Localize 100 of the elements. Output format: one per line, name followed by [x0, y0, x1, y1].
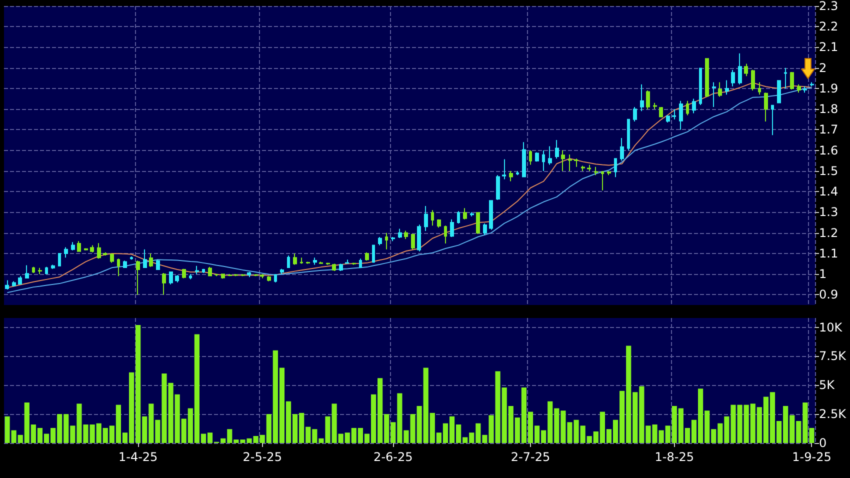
- candlestick: [84, 248, 88, 251]
- candlestick: [614, 158, 617, 178]
- candlestick: [620, 137, 624, 162]
- candlestick: [712, 82, 716, 108]
- candlestick: [175, 274, 179, 283]
- candlestick: [751, 69, 755, 92]
- candlestick: [653, 102, 657, 110]
- candlestick: [444, 225, 447, 244]
- candlestick: [38, 267, 42, 275]
- candlestick: [764, 92, 768, 122]
- candlestick: [319, 261, 323, 264]
- candlestick: [568, 154, 572, 172]
- candlestick: [64, 246, 68, 258]
- y-tick-label: 1.2: [819, 226, 838, 240]
- candlestick: [535, 152, 539, 162]
- candlestick: [123, 260, 127, 268]
- y-tick-label: 2.2: [819, 20, 838, 34]
- x-tick-label: 2-5-25: [242, 450, 282, 464]
- candlestick: [529, 150, 532, 166]
- candlestick: [339, 263, 343, 272]
- candlestick: [718, 82, 722, 98]
- candlestick: [797, 84, 801, 94]
- candlestick: [365, 252, 369, 262]
- candlestick: [221, 274, 225, 280]
- y-tick-label: 1.6: [819, 143, 838, 158]
- candlestick: [640, 84, 644, 112]
- y-tick-label: 2.1: [819, 40, 838, 54]
- candlestick: [424, 206, 428, 232]
- candlestick: [162, 272, 166, 296]
- candlestick: [169, 272, 173, 285]
- candlestick: [744, 63, 748, 77]
- candlestick: [234, 274, 238, 277]
- candlestick: [306, 261, 310, 264]
- candlestick: [476, 212, 480, 234]
- candlestick: [18, 276, 22, 285]
- candlestick: [502, 158, 506, 180]
- candlestick: [548, 146, 552, 166]
- y-tick-label: 1.9: [819, 81, 838, 96]
- candlestick: [391, 236, 395, 242]
- candlestick: [228, 274, 232, 277]
- x-tick-label: 1-8-25: [654, 450, 694, 464]
- candlestick: [574, 158, 578, 168]
- candlestick: [260, 274, 264, 279]
- candlestick: [686, 100, 689, 116]
- candlestick: [32, 266, 35, 274]
- candlestick: [97, 242, 101, 260]
- candlestick: [607, 170, 611, 176]
- y-tick-label: 1: [819, 267, 827, 282]
- candlestick: [646, 90, 650, 110]
- candlestick: [483, 223, 487, 236]
- candlestick: [790, 71, 794, 90]
- candlestick: [431, 210, 434, 226]
- y-tick-label: 0: [819, 436, 827, 450]
- candlestick: [542, 150, 545, 172]
- candlestick: [679, 100, 683, 130]
- candlestick: [103, 252, 107, 256]
- candlestick: [803, 86, 807, 94]
- y-tick-label: 2.5K: [819, 407, 848, 422]
- y-tick-label: 1.8: [819, 102, 838, 116]
- candlestick: [247, 272, 251, 278]
- candlestick: [758, 82, 761, 96]
- candlestick: [274, 274, 277, 283]
- candlestick: [633, 106, 637, 122]
- candlestick: [561, 150, 565, 172]
- candlestick: [509, 170, 513, 182]
- candlestick: [345, 259, 349, 264]
- candlestick: [77, 240, 81, 252]
- candlestick: [136, 260, 140, 296]
- candlestick: [293, 252, 297, 266]
- candlestick: [627, 118, 630, 151]
- x-tick-label: 2-6-25: [374, 450, 413, 464]
- candlestick: [601, 170, 604, 191]
- candlestick: [450, 218, 454, 238]
- candlestick: [143, 248, 147, 268]
- candlestick: [666, 114, 670, 124]
- candlestick: [280, 268, 284, 275]
- candlestick: [385, 232, 388, 250]
- y-tick-label: 1.3: [819, 205, 838, 220]
- candlestick: [5, 280, 9, 290]
- candlestick: [457, 210, 460, 224]
- candlestick: [71, 242, 75, 251]
- candlestick: [378, 236, 382, 246]
- candlestick: [149, 252, 153, 268]
- candlestick: [267, 276, 271, 282]
- candlestick: [411, 233, 415, 250]
- candlestick: [25, 264, 29, 279]
- candlestick: [587, 164, 591, 172]
- candlestick: [195, 265, 199, 275]
- y-tick-label: 2: [819, 60, 827, 75]
- y-tick-label: 10K: [819, 320, 844, 334]
- candlestick: [581, 165, 585, 172]
- candlestick: [90, 244, 94, 253]
- candlestick: [241, 274, 245, 277]
- candlestick: [659, 106, 663, 118]
- candlestick: [810, 82, 814, 87]
- y-tick-label: 0.9: [819, 288, 838, 302]
- candlestick: [208, 266, 212, 277]
- candlestick: [463, 208, 467, 220]
- candlestick: [672, 108, 676, 120]
- x-tick-label: 2-7-25: [510, 450, 550, 464]
